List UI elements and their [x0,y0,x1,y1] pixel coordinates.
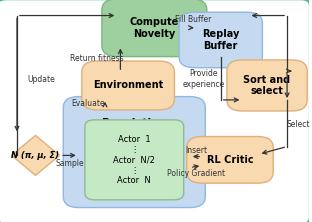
FancyBboxPatch shape [227,60,307,111]
FancyBboxPatch shape [102,0,207,57]
Text: RL Critic: RL Critic [207,155,253,165]
Text: Environment: Environment [93,80,163,91]
Polygon shape [12,135,59,175]
Text: Population: Population [102,118,166,128]
Text: Provide
experience: Provide experience [183,69,225,89]
Text: Sample: Sample [55,159,84,168]
Text: Compute
Novelty: Compute Novelty [130,17,179,39]
Text: Evaluate: Evaluate [71,99,105,108]
Text: Actor  1
⋮
Actor  N/2
⋮
Actor  N: Actor 1 ⋮ Actor N/2 ⋮ Actor N [113,135,155,185]
Text: Select: Select [286,120,310,129]
FancyBboxPatch shape [85,120,184,200]
FancyBboxPatch shape [179,12,262,68]
FancyBboxPatch shape [82,61,174,110]
Text: Sort and
select: Sort and select [243,75,290,96]
Text: Replay
Buffer: Replay Buffer [202,29,239,51]
Text: Update: Update [28,75,56,84]
Text: Fill Buffer: Fill Buffer [175,16,211,24]
FancyBboxPatch shape [187,137,273,183]
Text: N (π, μ, Σ): N (π, μ, Σ) [12,151,60,160]
Text: Policy Gradient: Policy Gradient [167,169,225,178]
FancyBboxPatch shape [63,97,205,208]
Text: Return fitness: Return fitness [71,54,124,63]
Text: Insert: Insert [185,147,207,155]
